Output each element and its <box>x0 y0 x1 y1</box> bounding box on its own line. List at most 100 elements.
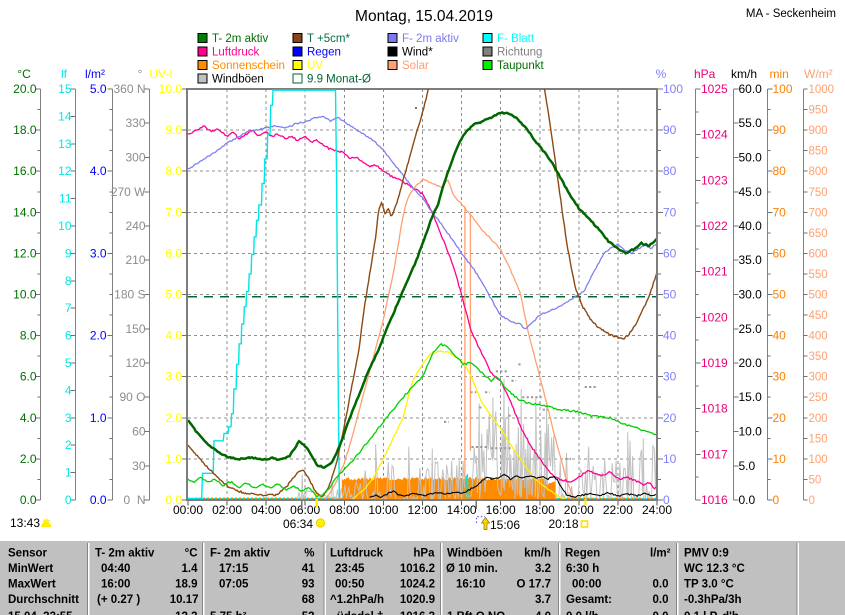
svg-text:O 17.7: O 17.7 <box>516 579 551 591</box>
svg-text:8.0: 8.0 <box>20 329 37 343</box>
svg-text:16:10: 16:10 <box>456 579 485 591</box>
svg-text:13:43: 13:43 <box>10 516 40 530</box>
svg-text:50: 50 <box>663 288 677 302</box>
svg-text:5.0: 5.0 <box>739 459 756 473</box>
svg-text:0.1 l.P. d'h: 0.1 l.P. d'h <box>684 611 739 615</box>
svg-text:850: 850 <box>809 146 828 158</box>
svg-text:6: 6 <box>65 329 72 343</box>
svg-text:10:00: 10:00 <box>368 503 398 517</box>
svg-text:120: 120 <box>125 356 145 370</box>
svg-text:350: 350 <box>809 351 828 363</box>
svg-text:100: 100 <box>773 82 793 96</box>
svg-text:9.9 Monat-Ø: 9.9 Monat-Ø <box>307 74 371 86</box>
svg-text:UV-I: UV-I <box>149 67 172 81</box>
svg-text:210: 210 <box>125 253 145 267</box>
svg-text:20: 20 <box>773 411 787 425</box>
svg-text:4.0: 4.0 <box>90 164 107 178</box>
svg-text:^1.2hPa/h: ^1.2hPa/h <box>330 594 384 606</box>
svg-text:0.0 l/h: 0.0 l/h <box>566 611 599 615</box>
svg-text:UV: UV <box>307 60 323 72</box>
svg-text:12: 12 <box>58 164 72 178</box>
svg-text:Taupunkt: Taupunkt <box>497 60 544 72</box>
svg-text:MaxWert: MaxWert <box>8 579 56 591</box>
svg-text:Luftdruck: Luftdruck <box>330 548 384 560</box>
svg-text:5: 5 <box>65 356 72 370</box>
svg-text:15.0: 15.0 <box>739 390 763 404</box>
svg-text:9.0: 9.0 <box>165 123 182 137</box>
svg-text:MA - Seckenheim: MA - Seckenheim <box>746 8 836 20</box>
svg-text:06:34: 06:34 <box>283 517 313 531</box>
svg-text:0.0: 0.0 <box>20 493 37 507</box>
svg-text:1.4: 1.4 <box>182 563 199 575</box>
svg-text:3.2: 3.2 <box>535 563 551 575</box>
svg-text:3: 3 <box>65 411 72 425</box>
svg-text:330: 330 <box>125 116 145 130</box>
svg-text:Sonnenschein: Sonnenschein <box>212 60 285 72</box>
svg-text:50.0: 50.0 <box>739 151 763 165</box>
svg-text:MinWert: MinWert <box>8 563 53 575</box>
svg-text:50: 50 <box>809 474 822 486</box>
svg-text:07:05: 07:05 <box>219 579 249 591</box>
svg-text:11: 11 <box>59 192 72 206</box>
svg-text:68: 68 <box>302 594 315 606</box>
svg-text:52: 52 <box>302 611 315 615</box>
svg-text:00:00: 00:00 <box>572 579 601 591</box>
svg-text:300: 300 <box>125 151 145 165</box>
svg-text:15: 15 <box>58 82 72 96</box>
svg-text:14.0: 14.0 <box>13 205 37 219</box>
svg-text:0 N: 0 N <box>123 493 145 507</box>
svg-text:45.0: 45.0 <box>739 185 763 199</box>
svg-text:450: 450 <box>809 310 828 322</box>
svg-text:93: 93 <box>302 579 315 591</box>
svg-text:km/h: km/h <box>524 548 551 560</box>
svg-text:1.0: 1.0 <box>90 411 107 425</box>
svg-text:800: 800 <box>809 166 828 178</box>
svg-text:Sensor: Sensor <box>8 548 48 560</box>
svg-text:50: 50 <box>773 288 787 302</box>
svg-text:W/m²: W/m² <box>804 67 833 81</box>
svg-text:12:00: 12:00 <box>407 503 437 517</box>
svg-text:12.0: 12.0 <box>13 246 37 260</box>
svg-text:~üdsdsl.†: ~üdsdsl.† <box>330 611 383 615</box>
svg-text:06:00: 06:00 <box>290 503 320 517</box>
svg-text:60: 60 <box>773 246 787 260</box>
svg-text:T- 2m aktiv: T- 2m aktiv <box>212 33 268 45</box>
svg-text:40: 40 <box>773 329 787 343</box>
svg-text:20:00: 20:00 <box>564 503 594 517</box>
svg-text:hPa: hPa <box>413 548 435 560</box>
svg-text:60: 60 <box>663 246 677 260</box>
svg-text:55.0: 55.0 <box>739 116 763 130</box>
svg-text:Luftdruck: Luftdruck <box>212 47 260 59</box>
svg-text:17:15: 17:15 <box>219 563 249 575</box>
svg-text:Regen: Regen <box>565 548 600 560</box>
svg-text:%: % <box>656 67 667 81</box>
svg-text:PMV 0:9: PMV 0:9 <box>684 548 729 560</box>
svg-text:02:00: 02:00 <box>212 503 242 517</box>
svg-text:4: 4 <box>65 383 72 397</box>
svg-text:20.0: 20.0 <box>13 82 37 96</box>
svg-text:30: 30 <box>773 370 787 384</box>
svg-text:13: 13 <box>58 137 72 151</box>
svg-text:60: 60 <box>132 425 146 439</box>
svg-text:04:40: 04:40 <box>101 563 130 575</box>
svg-text:18.0: 18.0 <box>13 123 37 137</box>
svg-text:90: 90 <box>663 123 677 137</box>
svg-text:4.0: 4.0 <box>20 411 37 425</box>
svg-text:%: % <box>304 548 314 560</box>
svg-text:60.0: 60.0 <box>739 82 763 96</box>
svg-text:Wind*: Wind* <box>402 47 433 59</box>
svg-text:1016.2: 1016.2 <box>400 563 435 575</box>
svg-text:100: 100 <box>663 82 683 96</box>
svg-text:20:18: 20:18 <box>548 517 578 531</box>
svg-text:30.0: 30.0 <box>739 288 763 302</box>
svg-text:9: 9 <box>65 246 72 260</box>
svg-text:F- 2m aktiv: F- 2m aktiv <box>210 548 271 560</box>
svg-text:3.0: 3.0 <box>165 370 182 384</box>
svg-text:Windböen: Windböen <box>212 74 264 86</box>
svg-text:14: 14 <box>58 109 72 123</box>
svg-text:00:50: 00:50 <box>335 579 364 591</box>
svg-text:400: 400 <box>809 331 828 343</box>
svg-text:1017: 1017 <box>701 447 728 461</box>
svg-text:10.0: 10.0 <box>13 288 37 302</box>
svg-text:°C: °C <box>17 67 31 81</box>
